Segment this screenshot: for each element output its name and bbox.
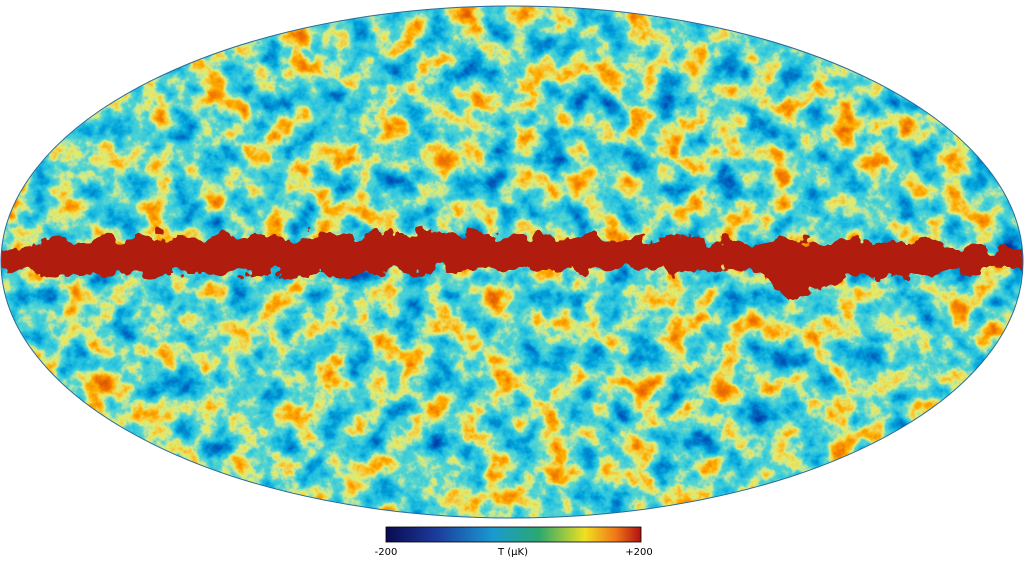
galactic-plane	[1, 232, 1023, 300]
colorbar	[385, 526, 642, 543]
colorbar-min: -200	[375, 547, 398, 558]
colorbar-label: T (µK)	[497, 547, 528, 558]
colorbar-max: +200	[625, 547, 652, 558]
sky-map	[1, 6, 1023, 518]
sky-outline	[0, 5, 1024, 519]
